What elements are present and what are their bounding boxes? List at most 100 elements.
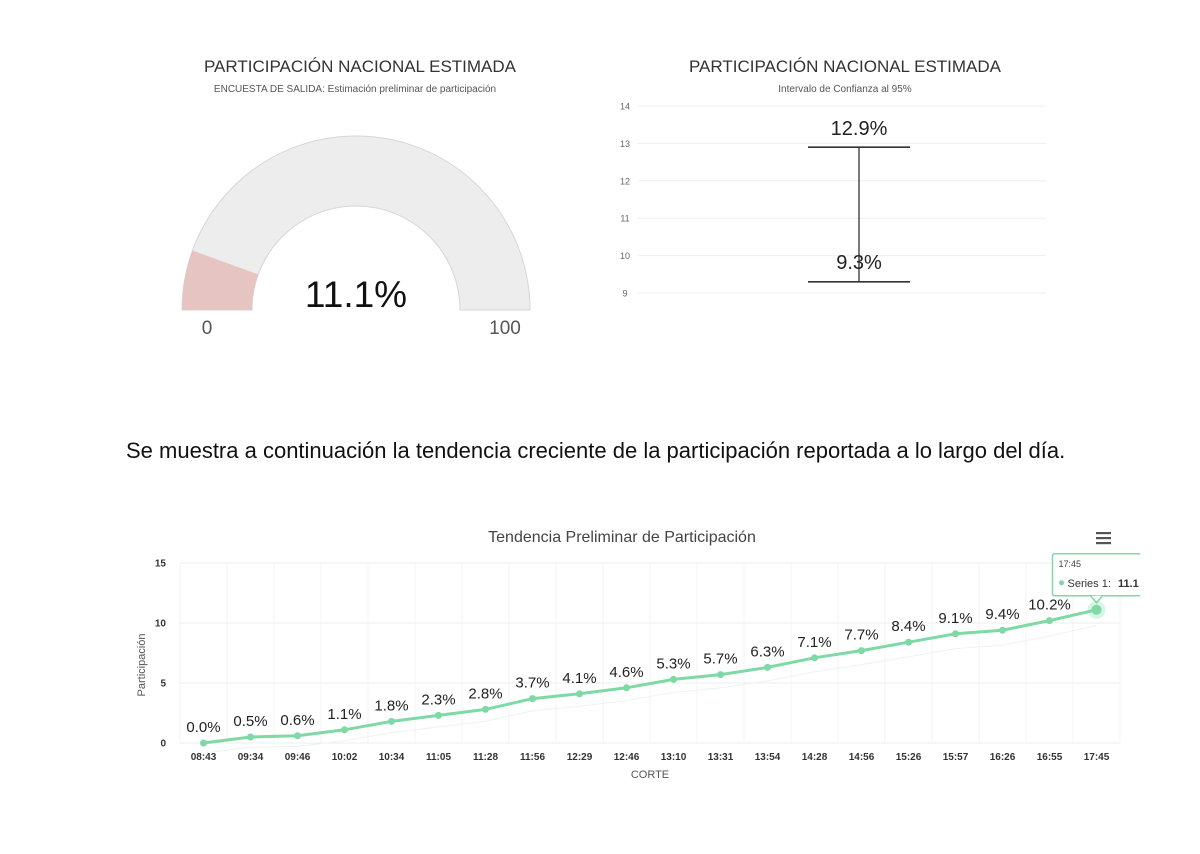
trend-data-label: 0.0%: [186, 719, 220, 736]
trend-data-label: 3.7%: [515, 675, 549, 692]
trend-point[interactable]: [529, 695, 536, 703]
interval-subtitle: Intervalo de Confianza al 95%: [778, 84, 912, 95]
trend-x-tick: 12:29: [567, 752, 593, 763]
gauge-max-label: 100: [489, 318, 521, 339]
trend-line-shadow: [203, 625, 1097, 754]
trend-point[interactable]: [435, 711, 442, 719]
trend-data-label: 0.5%: [233, 713, 267, 730]
trend-point[interactable]: [247, 733, 254, 741]
trend-data-labels: 0.0% 0.5% 0.6% 1.1% 1.8% 2.3% 2.8% 3.7% 4.1% 4.6%…: [186, 597, 1070, 736]
tooltip-series: Series 1: 11.1: [1068, 578, 1139, 590]
trend-point[interactable]: [858, 647, 865, 655]
trend-y-tick: 5: [160, 679, 166, 690]
trend-x-tick: 09:46: [285, 752, 311, 763]
trend-x-tick: 16:55: [1037, 752, 1063, 763]
interval-svg: PARTICIPACIÓN NACIONAL ESTIMADA Interval…: [620, 57, 1046, 299]
trend-point[interactable]: [764, 663, 771, 671]
trend-x-tick: 10:02: [332, 752, 358, 763]
tooltip-time: 17:45: [1059, 559, 1082, 569]
trend-point[interactable]: [670, 675, 677, 683]
trend-data-label: 9.4%: [985, 606, 1019, 623]
trend-point[interactable]: [482, 705, 489, 713]
interval-chart: PARTICIPACIÓN NACIONAL ESTIMADA Interval…: [600, 40, 1060, 320]
trend-tooltip: 17:45 Series 1: 11.1: [1051, 553, 1146, 604]
trend-points: [200, 600, 1106, 747]
gauge-value: 11.1%: [305, 274, 407, 315]
trend-data-label: 1.8%: [374, 697, 408, 714]
interval-y-tick: 10: [620, 251, 630, 261]
trend-point[interactable]: [294, 732, 301, 740]
interval-y-tick: 14: [620, 102, 630, 112]
trend-point[interactable]: [811, 654, 818, 662]
interval-y-tick: 13: [620, 139, 630, 149]
interval-errorbar: [808, 146, 910, 283]
trend-x-tick: 17:45: [1084, 752, 1110, 763]
trend-x-tick: 13:54: [755, 752, 781, 763]
trend-point[interactable]: [341, 726, 348, 734]
gauge-fill: [182, 250, 259, 310]
body-paragraph: Se muestra a continuación la tendencia c…: [126, 438, 1066, 463]
trend-y-tick: 10: [155, 619, 167, 630]
tooltip-value: 11.1: [1118, 578, 1139, 590]
trend-x-tick: 10:34: [379, 752, 405, 763]
tooltip-series-dot: [1059, 580, 1064, 586]
interval-lower-label: 9.3%: [836, 252, 882, 274]
trend-title: Tendencia Preliminar de Participación: [488, 529, 756, 546]
gauge-track: [181, 135, 531, 311]
trend-point[interactable]: [952, 630, 959, 638]
trend-data-label: 4.6%: [609, 664, 643, 681]
trend-x-tick: 14:28: [802, 752, 828, 763]
gauge-chart: PARTICIPACIÓN NACIONAL ESTIMADA ENCUESTA…: [150, 40, 570, 360]
trend-point[interactable]: [388, 717, 395, 725]
trend-point[interactable]: [999, 626, 1006, 634]
trend-point[interactable]: [623, 684, 630, 692]
tooltip-series-name: Series 1:: [1068, 578, 1111, 590]
interval-title: PARTICIPACIÓN NACIONAL ESTIMADA: [689, 57, 1002, 76]
trend-y-tick: 15: [155, 559, 167, 570]
trend-data-label: 8.4%: [891, 618, 925, 635]
interval-y-tick: 11: [620, 214, 629, 224]
trend-data-label: 5.7%: [703, 651, 737, 668]
trend-point[interactable]: [1046, 617, 1053, 625]
trend-x-axis-label: CORTE: [631, 769, 669, 781]
trend-x-tick: 11:28: [473, 752, 498, 763]
trend-series-line: [203, 608, 1097, 745]
trend-data-label: 10.2%: [1028, 597, 1071, 614]
trend-point[interactable]: [1091, 604, 1102, 615]
trend-grid: [179, 562, 1121, 744]
interval-y-tick: 12: [620, 176, 630, 186]
trend-data-label: 2.3%: [421, 691, 455, 708]
tooltip-pointer: [1089, 595, 1104, 604]
trend-svg: Tendencia Preliminar de Participación 0 5…: [136, 527, 1146, 781]
trend-data-label: 1.1%: [327, 706, 361, 723]
trend-x-tick: 16:26: [990, 752, 1016, 763]
trend-x-tick: 11:05: [426, 752, 451, 763]
hamburger-menu-icon[interactable]: [1090, 527, 1114, 549]
gauge-min-label: 0: [202, 318, 213, 339]
trend-x-axis: 08:43 09:34 09:46 10:02 10:34 11:05 11:28 11:56…: [191, 752, 1110, 763]
trend-x-tick: 15:26: [896, 752, 922, 763]
trend-x-tick: 14:56: [849, 752, 875, 763]
interval-y-tick: 9: [622, 289, 627, 299]
trend-x-tick: 11:56: [520, 752, 545, 763]
interval-grid: 9 10 11 12 13 14: [620, 102, 1046, 299]
trend-y-tick: 0: [160, 739, 166, 750]
interval-upper-label: 12.9%: [831, 118, 888, 140]
trend-point[interactable]: [905, 638, 912, 646]
trend-x-tick: 15:57: [943, 752, 969, 763]
trend-data-label: 6.3%: [750, 643, 784, 660]
trend-point[interactable]: [717, 671, 724, 679]
trend-data-label: 7.1%: [797, 634, 831, 651]
trend-data-label: 7.7%: [844, 627, 878, 644]
trend-data-label: 9.1%: [938, 610, 972, 627]
trend-data-label: 2.8%: [468, 685, 502, 702]
trend-data-label: 5.3%: [656, 655, 690, 672]
trend-point[interactable]: [576, 690, 583, 698]
trend-point[interactable]: [200, 739, 207, 747]
trend-x-tick: 13:31: [708, 752, 734, 763]
trend-data-label: 4.1%: [562, 670, 596, 687]
gauge-subtitle: ENCUESTA DE SALIDA: Estimación prelimina…: [214, 84, 496, 95]
gauge-svg: PARTICIPACIÓN NACIONAL ESTIMADA ENCUESTA…: [181, 57, 531, 339]
trend-x-tick: 08:43: [191, 752, 217, 763]
trend-x-tick: 12:46: [614, 752, 640, 763]
